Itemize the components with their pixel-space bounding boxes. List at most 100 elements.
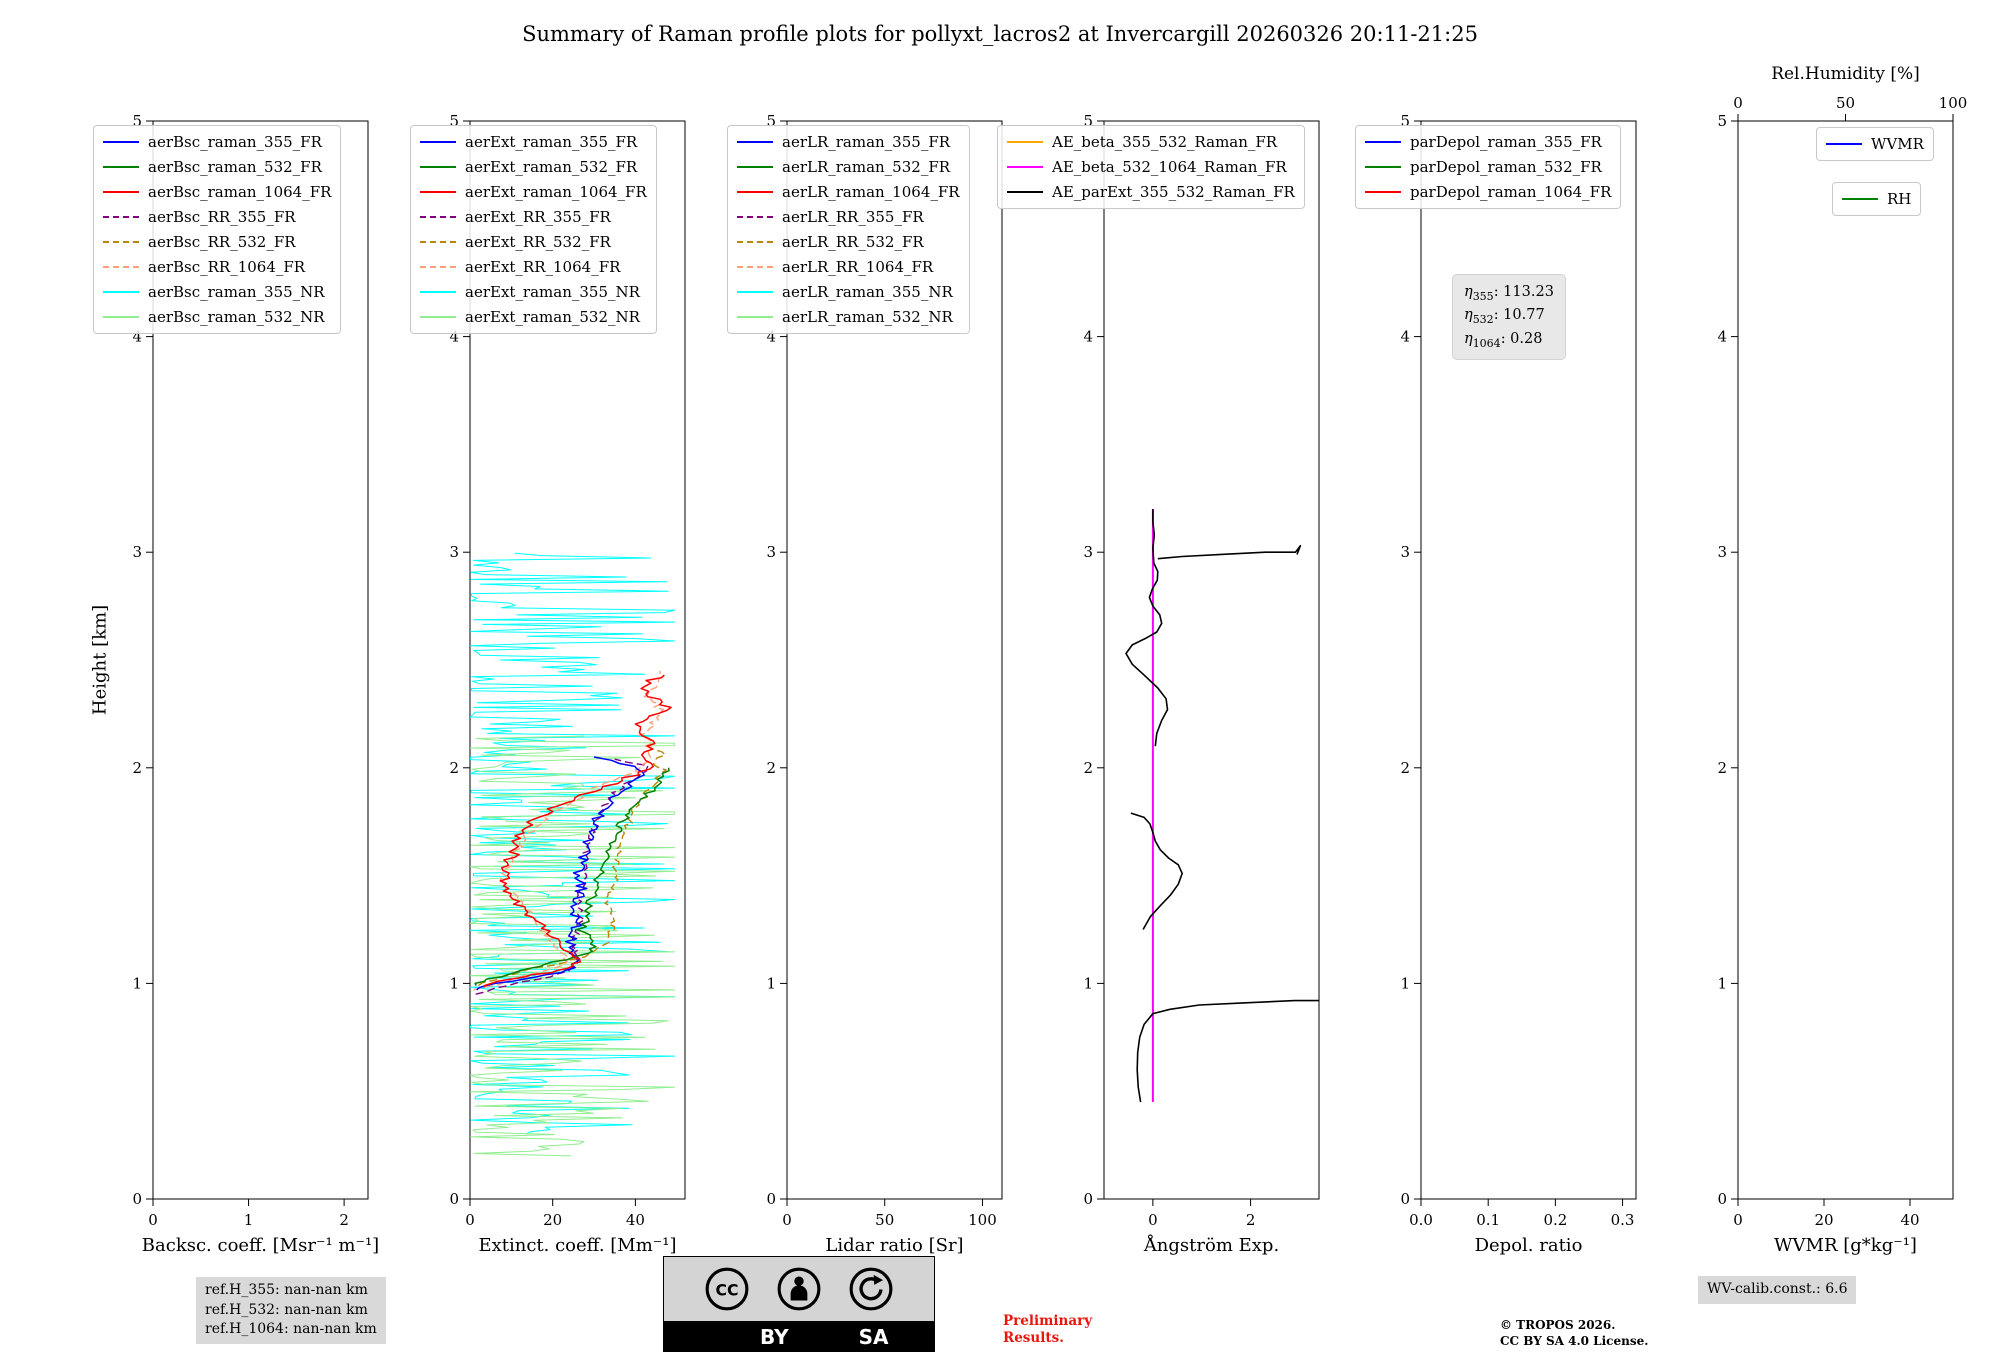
legend-label: aerLR_raman_532_FR [782, 158, 951, 176]
x-tick-label: 0.2 [1543, 1211, 1567, 1229]
legend-item: aerBsc_raman_1064_FR [103, 181, 331, 203]
y-tick-label: 4 [449, 328, 459, 346]
y-tick-label: 5 [766, 112, 776, 130]
y-tick-label: 5 [449, 112, 459, 130]
legend-item: aerBsc_RR_532_FR [103, 231, 331, 253]
top-tick-label: 50 [1836, 94, 1855, 112]
legend-line-sample [1842, 198, 1878, 200]
legend-box: RH [1832, 182, 1922, 216]
legend-line-sample [737, 191, 773, 193]
y-tick-label: 4 [132, 328, 142, 346]
y-tick-label: 1 [1717, 974, 1727, 992]
legend-line-sample [103, 141, 139, 143]
legend-item: aerLR_RR_355_FR [737, 206, 960, 228]
y-tick-label: 5 [132, 112, 142, 130]
panel-extinction: 0 1 2 3 4 5 0 20 40 Extinct. coeff. [Mm⁻¹] [449, 112, 686, 1256]
copyright-note: © TROPOS 2026. CC BY SA 4.0 License. [1500, 1318, 1648, 1349]
legend-line-sample [1365, 141, 1401, 143]
legend-line-sample [1007, 141, 1043, 143]
x-tick-label: 0 [782, 1211, 792, 1229]
legend-item: aerBsc_RR_355_FR [103, 206, 331, 228]
x-tick-label: 20 [1814, 1211, 1833, 1229]
y-tick-label: 1 [1083, 974, 1093, 992]
legend-item: aerExt_raman_532_NR [420, 306, 647, 328]
legend-line-sample [103, 291, 139, 293]
legend-label: aerExt_RR_532_FR [465, 233, 611, 251]
legend-label: aerBsc_RR_1064_FR [148, 258, 306, 276]
legend-item: aerBsc_raman_355_NR [103, 281, 331, 303]
legend-label: aerBsc_raman_1064_FR [148, 183, 332, 201]
rel-humidity-axis-label: Rel.Humidity [%] [1771, 64, 1920, 84]
x-tick-label: 100 [968, 1211, 997, 1229]
y-tick-label: 1 [449, 974, 459, 992]
y-tick-label: 0 [1717, 1190, 1727, 1208]
y-tick-label: 2 [1717, 759, 1727, 777]
y-tick-label: 0 [1083, 1190, 1093, 1208]
legend-line-sample [1007, 191, 1043, 193]
legend-item: aerLR_raman_355_NR [737, 281, 960, 303]
legend-line-sample [103, 191, 139, 193]
x-tick-label: 0 [148, 1211, 158, 1229]
x-axis-label-backscatter: Backsc. coeff. [Msr⁻¹ m⁻¹] [142, 1235, 379, 1256]
x-axis-label-wvmr: WVMR [g*kg⁻¹] [1774, 1235, 1917, 1256]
legend-label: aerBsc_raman_355_FR [148, 133, 322, 151]
legend-item: aerBsc_raman_532_NR [103, 306, 331, 328]
x-tick-label: 40 [626, 1211, 645, 1229]
legend-label: aerBsc_raman_355_NR [148, 283, 325, 301]
legend-line-sample [737, 141, 773, 143]
legend-line-sample [420, 216, 456, 218]
top-tick-label: 100 [1939, 94, 1968, 112]
legend-item: RH [1842, 188, 1911, 210]
y-tick-label: 0 [1400, 1190, 1410, 1208]
x-axis-label-depol-ratio: Depol. ratio [1475, 1235, 1583, 1256]
series-AE_parExt_355_532_Raman_FR [1130, 812, 1183, 930]
legend-label: aerExt_raman_355_NR [465, 283, 640, 301]
x-tick-label: 50 [875, 1211, 894, 1229]
legend-label: WVMR [1871, 135, 1924, 153]
x-tick-label: 0.1 [1476, 1211, 1500, 1229]
eta-item: η532: 10.77 [1464, 307, 1545, 327]
legend-item: aerExt_raman_532_FR [420, 156, 647, 178]
reference-height-box: ref.H_355: nan-nan km ref.H_532: nan-nan… [196, 1277, 386, 1344]
series-aerExt_raman_1064_FR [482, 674, 672, 989]
legend-item: aerLR_raman_355_FR [737, 131, 960, 153]
y-tick-label: 2 [132, 759, 142, 777]
legend-line-sample [737, 316, 773, 318]
y-tick-label: 5 [1717, 112, 1727, 130]
legend-line-sample [420, 266, 456, 268]
legend-label: aerLR_RR_1064_FR [782, 258, 934, 276]
legend-line-sample [103, 216, 139, 218]
ref-height-1064: ref.H_1064: nan-nan km [205, 1321, 377, 1338]
legend-label: aerLR_RR_355_FR [782, 208, 924, 226]
y-tick-label: 1 [1400, 974, 1410, 992]
wv-calibration-note: WV-calib.const.: 6.6 [1698, 1276, 1857, 1304]
ref-height-532: ref.H_532: nan-nan km [205, 1301, 368, 1318]
series-AE_parExt_355_532_Raman_FR [1136, 999, 1319, 1103]
legend-label: aerExt_raman_1064_FR [465, 183, 647, 201]
legend-line-sample [737, 216, 773, 218]
legend-item: aerLR_raman_1064_FR [737, 181, 960, 203]
svg-text:CC: CC [715, 1280, 738, 1299]
legend-item: aerLR_raman_532_NR [737, 306, 960, 328]
legend-label: parDepol_raman_355_FR [1410, 133, 1602, 151]
share-alike-arrow-icon [849, 1267, 893, 1311]
x-tick-label: 0 [465, 1211, 475, 1229]
legend-label: AE_parExt_355_532_Raman_FR [1052, 183, 1295, 201]
x-tick-label: 2 [339, 1211, 349, 1229]
legend-label: aerLR_raman_532_NR [782, 308, 953, 326]
legend-label: aerExt_raman_532_FR [465, 158, 638, 176]
x-tick-label: 0 [1148, 1211, 1158, 1229]
legend-box: aerBsc_raman_355_FR aerBsc_raman_532_FR ae… [93, 125, 342, 334]
cc-sa-label: SA [858, 1324, 889, 1349]
legend-label: aerExt_raman_532_NR [465, 308, 640, 326]
panel-depol-ratio: 0 1 2 3 4 5 0.0 0.1 0.2 0.3 Depol. ratio [1400, 112, 1637, 1256]
x-tick-label: 0.0 [1409, 1211, 1433, 1229]
x-axis-label-lidar-ratio: Lidar ratio [Sr] [825, 1235, 963, 1256]
cc-license-labels: BY SA [664, 1321, 934, 1352]
y-tick-label: 2 [1083, 759, 1093, 777]
eta-item: η355: 113.23 [1464, 284, 1554, 303]
y-tick-label: 2 [449, 759, 459, 777]
